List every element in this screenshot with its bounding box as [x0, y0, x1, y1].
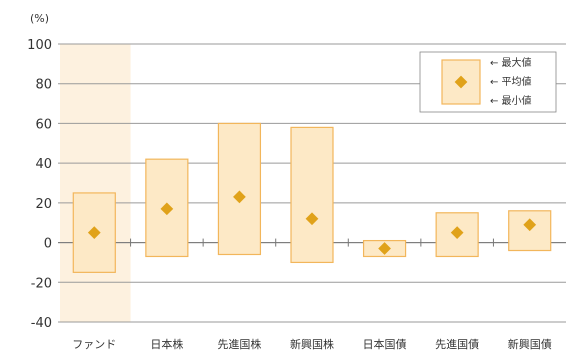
average-marker: [378, 242, 391, 255]
category-label: ファンド: [72, 338, 116, 351]
fund-highlight-band: [60, 44, 131, 322]
category-label: 日本国債: [363, 337, 407, 351]
y-axis-tick-labels: 100 80 60 40 20 0 -20 -40: [27, 38, 52, 331]
range-box: [290, 126, 334, 264]
y-tick-label: -40: [31, 316, 52, 331]
category-labels: ファンド 日本株 先進国株 新興国株 日本国債 先進国債 新興国債: [72, 337, 551, 351]
average-marker: [305, 212, 319, 226]
x-axis-tick-marks: [130, 238, 494, 247]
category-label: 先進国債: [435, 337, 479, 351]
legend-label-average: ← 平均値: [490, 75, 532, 88]
average-marker: [450, 226, 464, 240]
average-marker: [233, 190, 246, 204]
category-label: 新興国債: [508, 337, 552, 351]
range-box: [217, 122, 262, 256]
y-tick-label: -20: [31, 276, 52, 291]
category-label: 先進国株: [217, 337, 261, 351]
average-marker: [160, 202, 174, 216]
legend-average-marker: [454, 75, 468, 89]
y-axis-unit-label: (%): [30, 12, 49, 25]
legend-label-min: ← 最小値: [490, 94, 532, 107]
range-boxes: [72, 122, 552, 273]
y-tick-label: 0: [44, 237, 52, 252]
category-label: 日本株: [150, 337, 183, 351]
y-tick-label: 100: [27, 38, 52, 53]
legend-label-max: ← 最大値: [490, 56, 532, 69]
average-markers: [87, 190, 537, 255]
y-tick-label: 80: [35, 78, 52, 93]
y-tick-label: 40: [35, 157, 52, 172]
average-marker: [87, 226, 101, 240]
y-tick-label: 20: [35, 197, 52, 212]
legend-frame: [419, 51, 557, 113]
y-tick-label: 60: [35, 117, 52, 132]
legend: ← 最大値 ← 平均値 ← 最小値: [419, 51, 557, 113]
category-label: 新興国株: [290, 337, 334, 351]
